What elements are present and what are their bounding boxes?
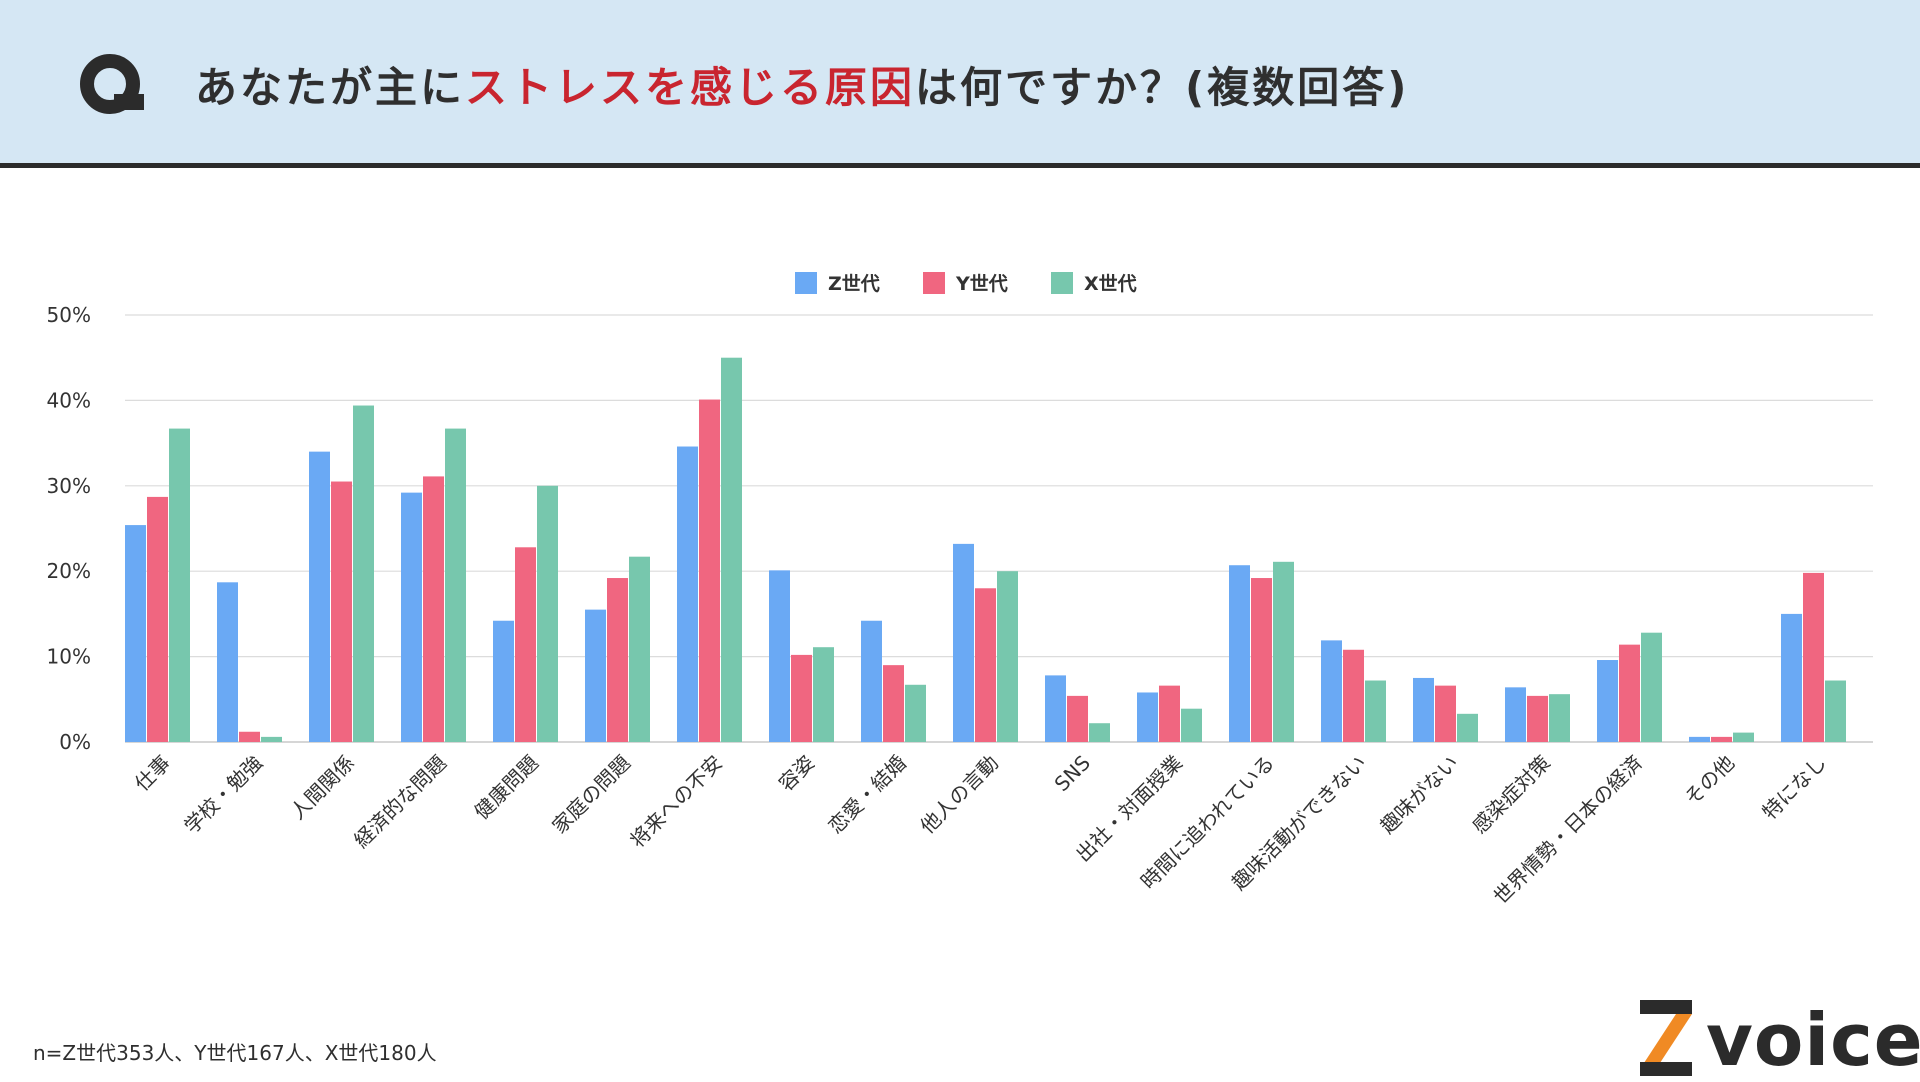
- legend-label: Z世代: [828, 273, 880, 295]
- bar: [1273, 561, 1294, 742]
- bar: [953, 543, 974, 742]
- bar: [769, 570, 790, 742]
- logo-text: voice: [1706, 998, 1920, 1082]
- bar: [1435, 685, 1456, 742]
- bar: [629, 556, 650, 742]
- y-tick-label: 10%: [47, 645, 91, 669]
- bar: [261, 736, 282, 742]
- bar: [493, 620, 514, 742]
- x-tick-label: 感染症対策: [1467, 751, 1555, 839]
- bar: [1181, 708, 1202, 742]
- x-tick-label: 仕事: [130, 751, 175, 796]
- legend-swatch: [923, 272, 945, 294]
- y-tick-label: 0%: [59, 730, 91, 754]
- title-suffix: は何ですか？(複数回答): [915, 63, 1410, 112]
- y-tick-label: 30%: [47, 474, 91, 498]
- x-tick-label: 健康問題: [469, 751, 543, 825]
- bar: [975, 588, 996, 742]
- bar: [309, 451, 330, 742]
- title-highlight: ストレスを感じる原因: [465, 63, 916, 112]
- bar: [1597, 660, 1618, 742]
- x-tick-label: 学校・勉強: [179, 751, 267, 839]
- bar: [699, 399, 720, 742]
- y-tick-label: 40%: [47, 388, 91, 412]
- x-tick-label: 特になし: [1757, 751, 1831, 825]
- bar: [1343, 649, 1364, 742]
- bar: [1619, 644, 1640, 742]
- bar: [1549, 694, 1570, 742]
- bar: [1689, 736, 1710, 742]
- x-tick-label: 他人の言動: [915, 751, 1003, 839]
- bar: [1505, 687, 1526, 742]
- x-tick-label: 経済的な問題: [349, 751, 451, 853]
- bar: [1067, 695, 1088, 742]
- bar: [1825, 680, 1846, 742]
- bar: [1527, 695, 1548, 742]
- x-tick-label: 容姿: [774, 751, 819, 796]
- bar: [883, 665, 904, 742]
- bar: [353, 405, 374, 742]
- legend-swatch: [1051, 272, 1073, 294]
- bar: [217, 582, 238, 742]
- bar: [1251, 578, 1272, 742]
- bar: [1229, 565, 1250, 742]
- x-tick-label: 人間関係: [285, 751, 359, 825]
- bar: [861, 620, 882, 742]
- header-banner: Q あなたが主にストレスを感じる原因は何ですか？(複数回答): [0, 0, 1920, 168]
- bar: [677, 446, 698, 742]
- x-tick-label: その他: [1680, 751, 1739, 810]
- x-tick-label: 世界情勢・日本の経済: [1489, 751, 1647, 909]
- bar: [1711, 736, 1732, 742]
- bar: [331, 481, 352, 742]
- bar: [1781, 613, 1802, 742]
- bar: [1365, 680, 1386, 742]
- bar: [1321, 640, 1342, 742]
- bar: [515, 547, 536, 742]
- bar: [1089, 723, 1110, 742]
- legend-swatch: [795, 272, 817, 294]
- legend-label: Y世代: [955, 273, 1008, 295]
- x-tick-label: 将来への不安: [625, 751, 727, 853]
- bar: [1159, 685, 1180, 742]
- zvoice-logo: Z voice: [1636, 996, 1920, 1080]
- bar: [813, 647, 834, 742]
- bar: [239, 731, 260, 742]
- bar: [423, 476, 444, 742]
- x-tick-label: 恋愛・結婚: [823, 751, 911, 839]
- x-tick-label: SNS: [1050, 751, 1096, 797]
- bar: [585, 609, 606, 742]
- bar: [997, 571, 1018, 742]
- sample-size-note: n=Z世代353人、Y世代167人、X世代180人: [33, 1041, 437, 1065]
- bar: [147, 496, 168, 742]
- bar: [607, 578, 628, 742]
- x-tick-label: 家庭の問題: [547, 751, 635, 839]
- x-tick-label: 趣味がない: [1375, 751, 1463, 839]
- bar: [1803, 572, 1824, 742]
- bar: [1413, 677, 1434, 742]
- title-prefix: あなたが主に: [195, 63, 466, 112]
- bar: [1457, 713, 1478, 742]
- bar: [1733, 732, 1754, 742]
- y-tick-label: 50%: [47, 303, 91, 327]
- bar: [169, 428, 190, 742]
- bar: [1641, 632, 1662, 742]
- bar: [1045, 675, 1066, 742]
- bar: [905, 684, 926, 742]
- bar: [1137, 692, 1158, 742]
- z-logo-mark-icon: Z: [1640, 1000, 1692, 1076]
- bar: [721, 357, 742, 742]
- legend-label: X世代: [1084, 273, 1137, 295]
- bar: [445, 428, 466, 742]
- bar: [537, 485, 558, 742]
- bar: [401, 492, 422, 742]
- y-tick-label: 20%: [47, 559, 91, 583]
- bar: [791, 654, 812, 742]
- page-title: あなたが主にストレスを感じる原因は何ですか？(複数回答): [195, 60, 1409, 116]
- bar: [125, 525, 146, 742]
- question-q-icon: Q: [80, 54, 144, 114]
